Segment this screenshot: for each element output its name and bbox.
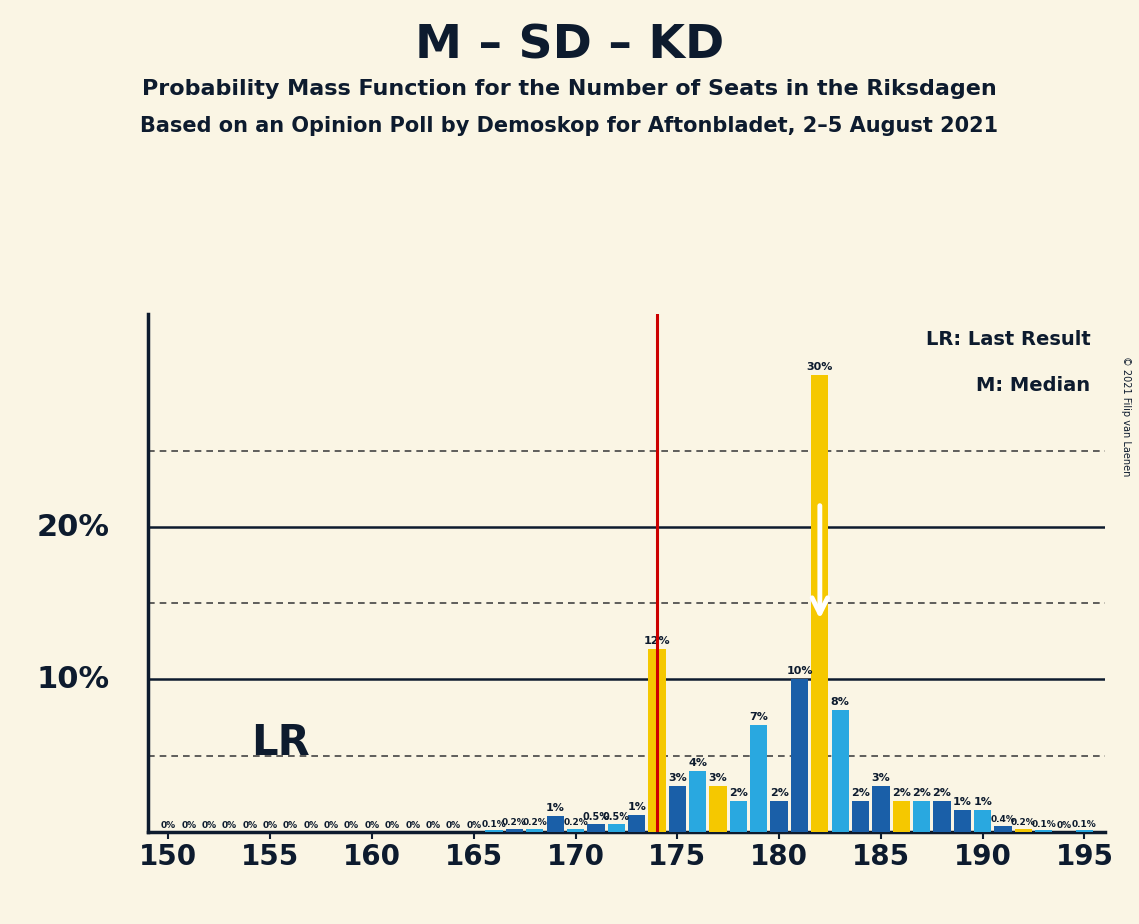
Bar xyxy=(689,771,706,832)
Text: M – SD – KD: M – SD – KD xyxy=(415,23,724,68)
Text: 0.1%: 0.1% xyxy=(1032,820,1056,829)
Text: 0.4%: 0.4% xyxy=(991,815,1016,824)
Text: 0%: 0% xyxy=(445,821,461,831)
Text: 2%: 2% xyxy=(729,788,748,798)
Text: 3%: 3% xyxy=(708,772,728,783)
Text: 2%: 2% xyxy=(851,788,870,798)
Bar xyxy=(588,824,605,832)
Text: LR: Last Result: LR: Last Result xyxy=(926,330,1090,348)
Bar xyxy=(526,829,543,832)
Bar xyxy=(770,801,788,832)
Text: 0%: 0% xyxy=(323,821,338,831)
Text: 0%: 0% xyxy=(405,821,420,831)
Text: 0%: 0% xyxy=(282,821,298,831)
Text: 0.2%: 0.2% xyxy=(523,819,547,827)
Text: 2%: 2% xyxy=(912,788,931,798)
Text: M: Median: M: Median xyxy=(976,376,1090,395)
Text: 2%: 2% xyxy=(933,788,951,798)
Text: 0.1%: 0.1% xyxy=(482,820,507,829)
Text: 0.2%: 0.2% xyxy=(563,819,588,827)
Text: LR: LR xyxy=(251,723,310,764)
Text: 0%: 0% xyxy=(1057,821,1072,831)
Bar xyxy=(790,679,809,832)
Bar xyxy=(831,710,849,832)
Text: 0.1%: 0.1% xyxy=(1072,820,1097,829)
Text: 3%: 3% xyxy=(871,772,891,783)
Text: 0%: 0% xyxy=(181,821,196,831)
Bar xyxy=(852,801,869,832)
Text: 0%: 0% xyxy=(344,821,359,831)
Text: 2%: 2% xyxy=(892,788,911,798)
Text: 1%: 1% xyxy=(546,803,565,813)
Text: 0%: 0% xyxy=(426,821,441,831)
Text: 0.2%: 0.2% xyxy=(502,819,527,827)
Bar xyxy=(628,815,646,832)
Text: 0%: 0% xyxy=(385,821,400,831)
Text: 0%: 0% xyxy=(222,821,237,831)
Bar xyxy=(567,829,584,832)
Text: 0%: 0% xyxy=(161,821,177,831)
Bar xyxy=(547,817,564,832)
Bar xyxy=(893,801,910,832)
Text: 0%: 0% xyxy=(364,821,379,831)
Bar xyxy=(485,830,502,832)
Text: 12%: 12% xyxy=(644,636,670,646)
Text: 2%: 2% xyxy=(770,788,788,798)
Text: © 2021 Filip van Laenen: © 2021 Filip van Laenen xyxy=(1121,356,1131,476)
Bar xyxy=(669,786,686,832)
Bar xyxy=(974,810,991,832)
Text: 8%: 8% xyxy=(830,697,850,707)
Text: 0%: 0% xyxy=(303,821,319,831)
Bar xyxy=(648,649,665,832)
Text: 3%: 3% xyxy=(667,772,687,783)
Text: 4%: 4% xyxy=(688,758,707,768)
Text: 1%: 1% xyxy=(628,802,646,812)
Text: 0.2%: 0.2% xyxy=(1011,819,1035,827)
Bar xyxy=(953,810,970,832)
Bar xyxy=(506,829,523,832)
Text: 0%: 0% xyxy=(243,821,257,831)
Bar xyxy=(730,801,747,832)
Bar xyxy=(1015,829,1032,832)
Text: 0%: 0% xyxy=(263,821,278,831)
Text: 10%: 10% xyxy=(786,666,813,676)
Bar xyxy=(1076,830,1093,832)
Bar xyxy=(994,825,1011,832)
Bar xyxy=(710,786,727,832)
Bar xyxy=(913,801,931,832)
Text: 0.5%: 0.5% xyxy=(603,812,630,822)
Bar xyxy=(1035,830,1052,832)
Bar xyxy=(751,725,768,832)
Text: 7%: 7% xyxy=(749,712,768,722)
Text: 20%: 20% xyxy=(36,513,109,541)
Text: 1%: 1% xyxy=(953,797,972,808)
Text: Based on an Opinion Poll by Demoskop for Aftonbladet, 2–5 August 2021: Based on an Opinion Poll by Demoskop for… xyxy=(140,116,999,136)
Bar xyxy=(933,801,951,832)
Text: 1%: 1% xyxy=(973,797,992,808)
Text: 10%: 10% xyxy=(36,665,109,694)
Text: 0.5%: 0.5% xyxy=(582,812,609,822)
Bar xyxy=(811,375,828,832)
Bar xyxy=(607,824,625,832)
Text: 0%: 0% xyxy=(202,821,216,831)
Text: 0%: 0% xyxy=(466,821,482,831)
Text: 30%: 30% xyxy=(806,362,833,372)
Text: Probability Mass Function for the Number of Seats in the Riksdagen: Probability Mass Function for the Number… xyxy=(142,79,997,99)
Bar xyxy=(872,786,890,832)
